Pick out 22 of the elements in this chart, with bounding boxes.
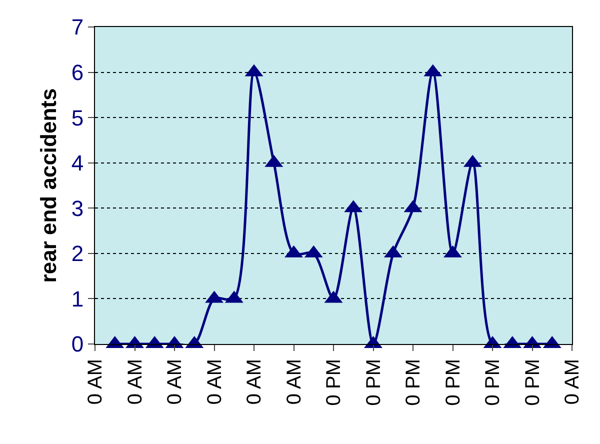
x-tick-label: 0 AM xyxy=(562,359,584,405)
y-tick-label: 2 xyxy=(71,241,84,266)
x-tick-label: 0 AM xyxy=(124,359,146,405)
x-tick-label: 0 AM xyxy=(84,359,106,405)
y-tick-label: 4 xyxy=(71,150,84,176)
y-tick-label: 3 xyxy=(71,196,84,221)
y-tick-label: 6 xyxy=(71,60,84,85)
x-tick-label: 0 PM xyxy=(402,359,424,406)
x-tick-label: 0 PM xyxy=(442,359,464,406)
x-tick-label: 0 AM xyxy=(164,359,186,405)
x-tick-label: 0 PM xyxy=(522,359,544,406)
x-tick-label: 0 PM xyxy=(482,359,504,406)
y-tick-label: 5 xyxy=(71,105,84,130)
x-tick-label: 0 AM xyxy=(244,359,266,405)
y-axis-title: rear end accidents xyxy=(36,88,62,283)
x-tick-label: 0 AM xyxy=(204,359,226,405)
x-tick-label: 0 PM xyxy=(362,359,385,406)
y-tick-label: 1 xyxy=(71,286,84,312)
x-tick-label: 0 AM xyxy=(283,359,306,405)
y-tick-label: 0 xyxy=(71,332,84,357)
y-tick-label: 7 xyxy=(71,14,84,40)
x-tick-label: 0 PM xyxy=(323,359,345,406)
